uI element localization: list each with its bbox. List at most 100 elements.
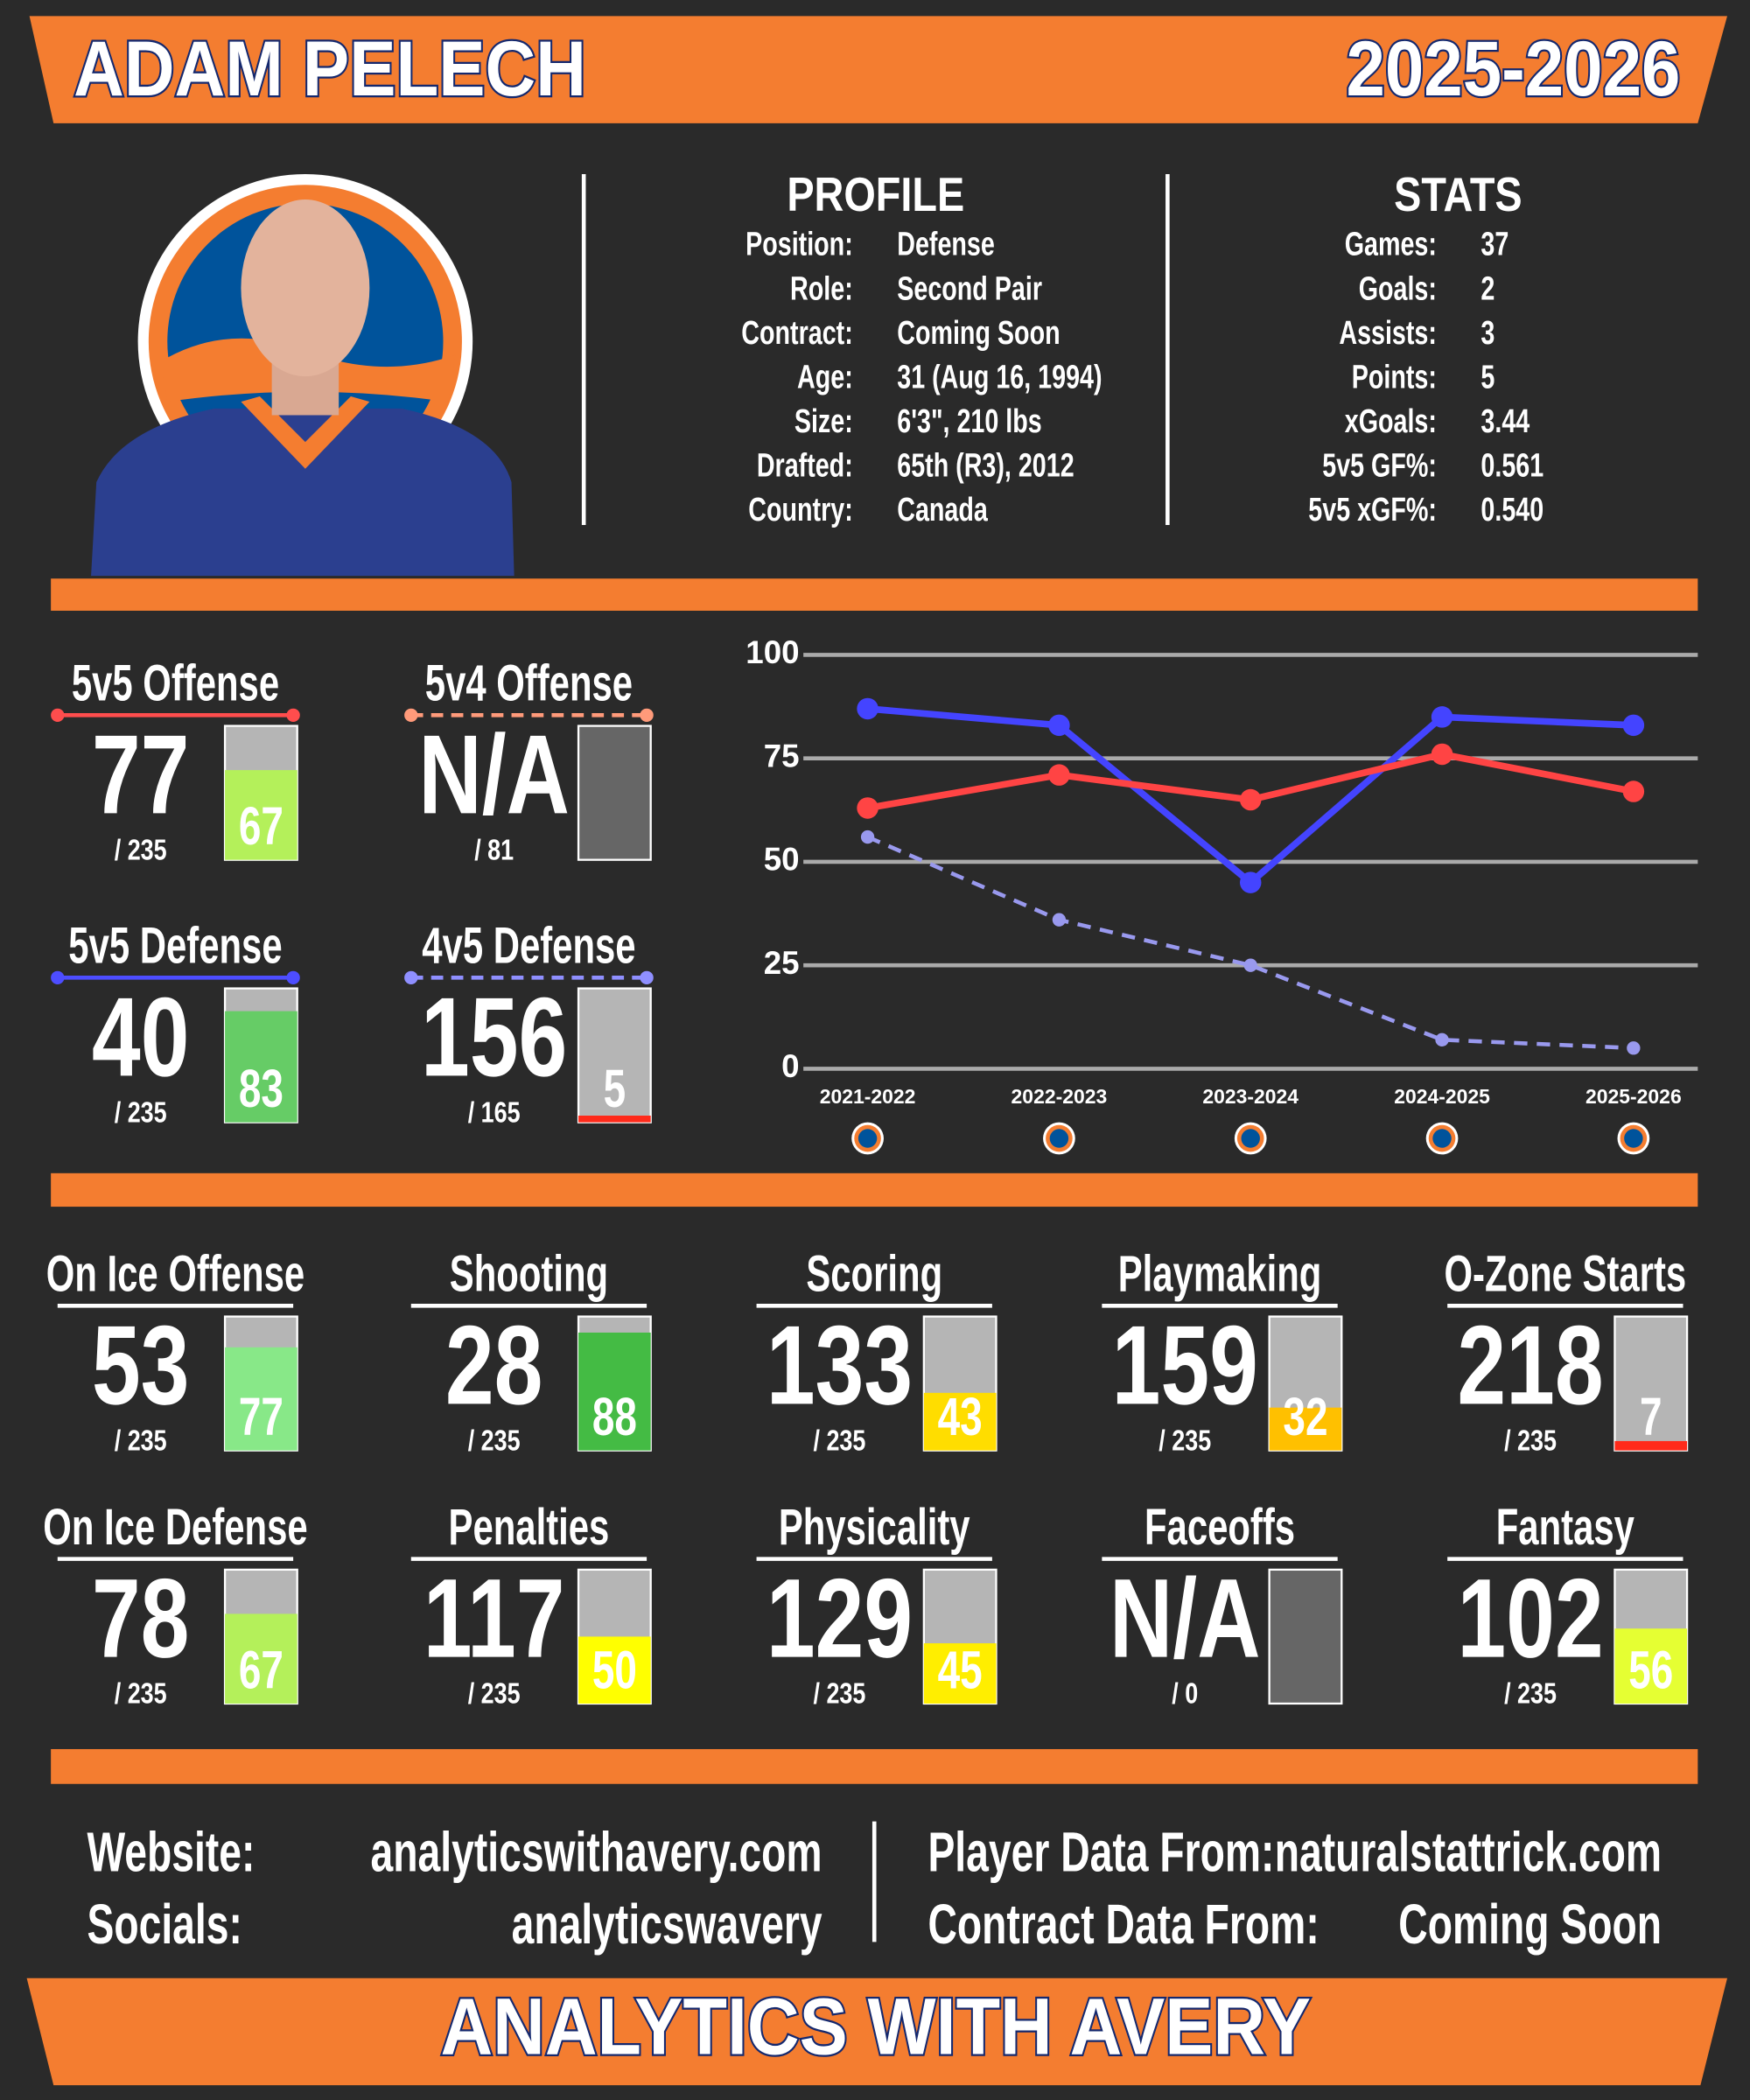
- footer-label: Contract Data From:: [928, 1893, 1319, 1956]
- percentile-label: 56: [1628, 1641, 1673, 1700]
- rank: 53: [92, 1304, 190, 1429]
- y-tick-label: 25: [764, 945, 800, 981]
- percentile-bar: [225, 770, 298, 860]
- rank-total: / 235: [468, 1677, 521, 1711]
- row-label: 5v5 GF%:: [1322, 446, 1437, 484]
- underline-dot: [640, 970, 654, 984]
- team-logo: [858, 1129, 878, 1148]
- percentile-label: 7: [1640, 1388, 1662, 1447]
- rating-label: Shooting: [450, 1245, 608, 1302]
- percentile-label: 5: [604, 1060, 626, 1119]
- row-value: 0.540: [1480, 491, 1544, 528]
- series-point: [1239, 872, 1262, 893]
- x-tick-label: 2022-2023: [1012, 1085, 1108, 1108]
- percentile-bar: [1614, 1628, 1688, 1704]
- row-label: 5v5 xGF%:: [1308, 491, 1437, 528]
- series-point: [1048, 714, 1070, 737]
- underline-dot: [404, 708, 418, 722]
- row-label: Contract:: [741, 314, 852, 352]
- percentile-label: 77: [239, 1388, 284, 1447]
- line-chart: 0 25 50 75 100 2021-2022 2022-2023 2023-2024 202…: [746, 634, 1698, 1155]
- percentile-label: 67: [239, 797, 284, 857]
- percentile-label: 88: [592, 1388, 637, 1447]
- row-value: 6'3", 210 lbs: [897, 402, 1041, 440]
- rating-label: Scoring: [806, 1245, 942, 1302]
- series-point: [1622, 780, 1645, 802]
- percentile-bar: [923, 1392, 997, 1451]
- row-value: 65th (R3), 2012: [897, 446, 1074, 484]
- rank: 102: [1457, 1557, 1603, 1682]
- series-point: [1048, 764, 1070, 786]
- underline-dot: [640, 708, 654, 722]
- percentile-bar: [1614, 1440, 1688, 1451]
- rank: 218: [1457, 1304, 1603, 1429]
- percentile-bar: [578, 1636, 651, 1704]
- rating-label: On Ice Defense: [43, 1498, 307, 1555]
- row-label: Country:: [748, 491, 852, 528]
- series-point: [1052, 913, 1067, 927]
- top-banner: [29, 16, 1727, 123]
- row-value: 31 (Aug 16, 1994): [897, 358, 1102, 396]
- player-name: ADAM PELECH: [74, 25, 586, 112]
- rating-label: 4v5 Defense: [422, 917, 635, 974]
- series-point: [1239, 788, 1262, 811]
- rank: N/A: [418, 713, 570, 838]
- row-value: 3.44: [1480, 402, 1530, 440]
- rank-total: / 81: [474, 834, 514, 867]
- series-point: [857, 697, 878, 720]
- rating-label: 5v5 Offense: [72, 654, 279, 711]
- percentile-bar: [578, 1332, 651, 1451]
- rank: 129: [766, 1557, 913, 1682]
- percentile-bar: [225, 1011, 298, 1123]
- percentile-label: 83: [239, 1060, 284, 1119]
- x-tick-label: 2024-2025: [1394, 1085, 1490, 1108]
- rank: 77: [92, 713, 190, 838]
- y-tick-label: 0: [781, 1048, 799, 1084]
- rank-total: / 235: [1504, 1677, 1557, 1711]
- row-label: Drafted:: [757, 446, 853, 484]
- percentile-bar: [225, 1614, 298, 1704]
- series-point: [1627, 1041, 1641, 1055]
- row-label: Points:: [1352, 358, 1437, 396]
- percentile-label: 50: [592, 1641, 637, 1700]
- row-value: 37: [1480, 226, 1508, 263]
- rating-label: 5v4 Offense: [425, 654, 633, 711]
- x-tick-label: 2021-2022: [820, 1085, 916, 1108]
- percentile-label: 43: [938, 1388, 983, 1447]
- y-tick-label: 100: [746, 634, 799, 670]
- row-label: Role:: [790, 270, 853, 307]
- player-photo: [91, 173, 514, 577]
- percentile-bar: [225, 1347, 298, 1451]
- row-value: Coming Soon: [897, 314, 1060, 352]
- divider-bar: [51, 1748, 1698, 1784]
- rank: 40: [92, 976, 190, 1101]
- head: [241, 200, 370, 377]
- row-label: Goals:: [1359, 270, 1437, 307]
- x-tick-label: 2025-2026: [1586, 1085, 1682, 1108]
- row-label: Games:: [1345, 226, 1437, 263]
- y-tick-label: 75: [764, 738, 800, 774]
- jersey: [91, 408, 514, 577]
- divider-bar: [51, 578, 1698, 611]
- y-tick-label: 50: [764, 842, 800, 878]
- footer-label: Player Data From:: [928, 1820, 1274, 1883]
- percentile-bar: [923, 1643, 997, 1704]
- row-label: Age:: [797, 358, 853, 396]
- row-value: Defense: [897, 226, 995, 263]
- rating-label: Physicality: [779, 1498, 970, 1555]
- underline-dot: [51, 970, 65, 984]
- percentile-label: 67: [239, 1641, 284, 1700]
- rank-total: / 235: [115, 834, 167, 867]
- underline-dot: [51, 708, 65, 722]
- rating-label: Playmaking: [1118, 1245, 1322, 1302]
- series-point: [1431, 706, 1453, 728]
- series-point: [857, 797, 878, 819]
- rank: 133: [766, 1304, 913, 1429]
- series-point: [1431, 743, 1453, 766]
- rank-total: / 235: [1158, 1424, 1211, 1458]
